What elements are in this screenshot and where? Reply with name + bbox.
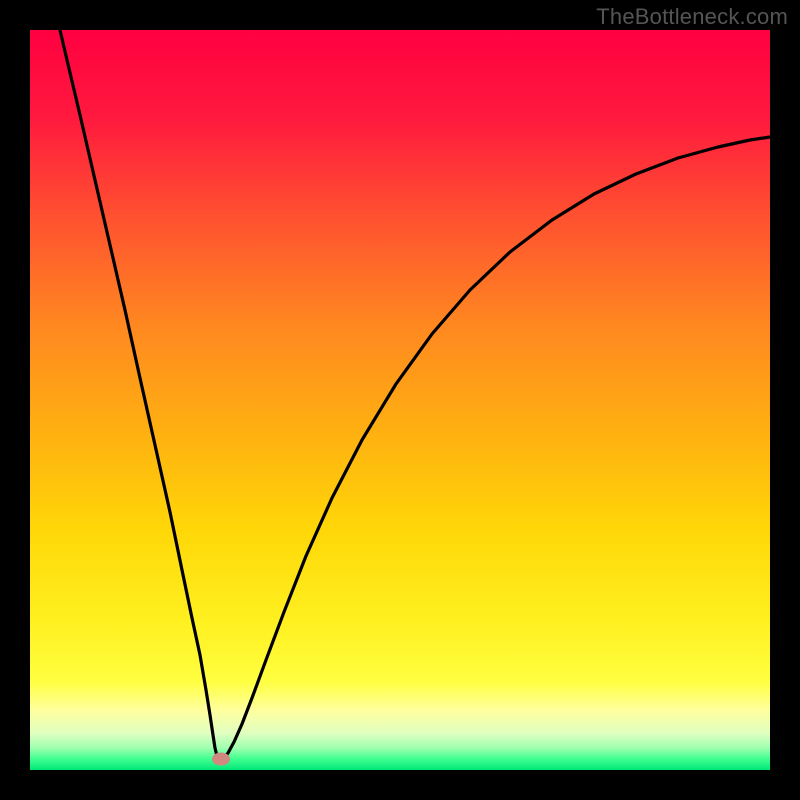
watermark-text: TheBottleneck.com	[596, 4, 788, 30]
chart-container: TheBottleneck.com	[0, 0, 800, 800]
bottleneck-chart	[0, 0, 800, 800]
chart-gradient-background	[30, 30, 770, 770]
minimum-marker	[212, 753, 230, 766]
